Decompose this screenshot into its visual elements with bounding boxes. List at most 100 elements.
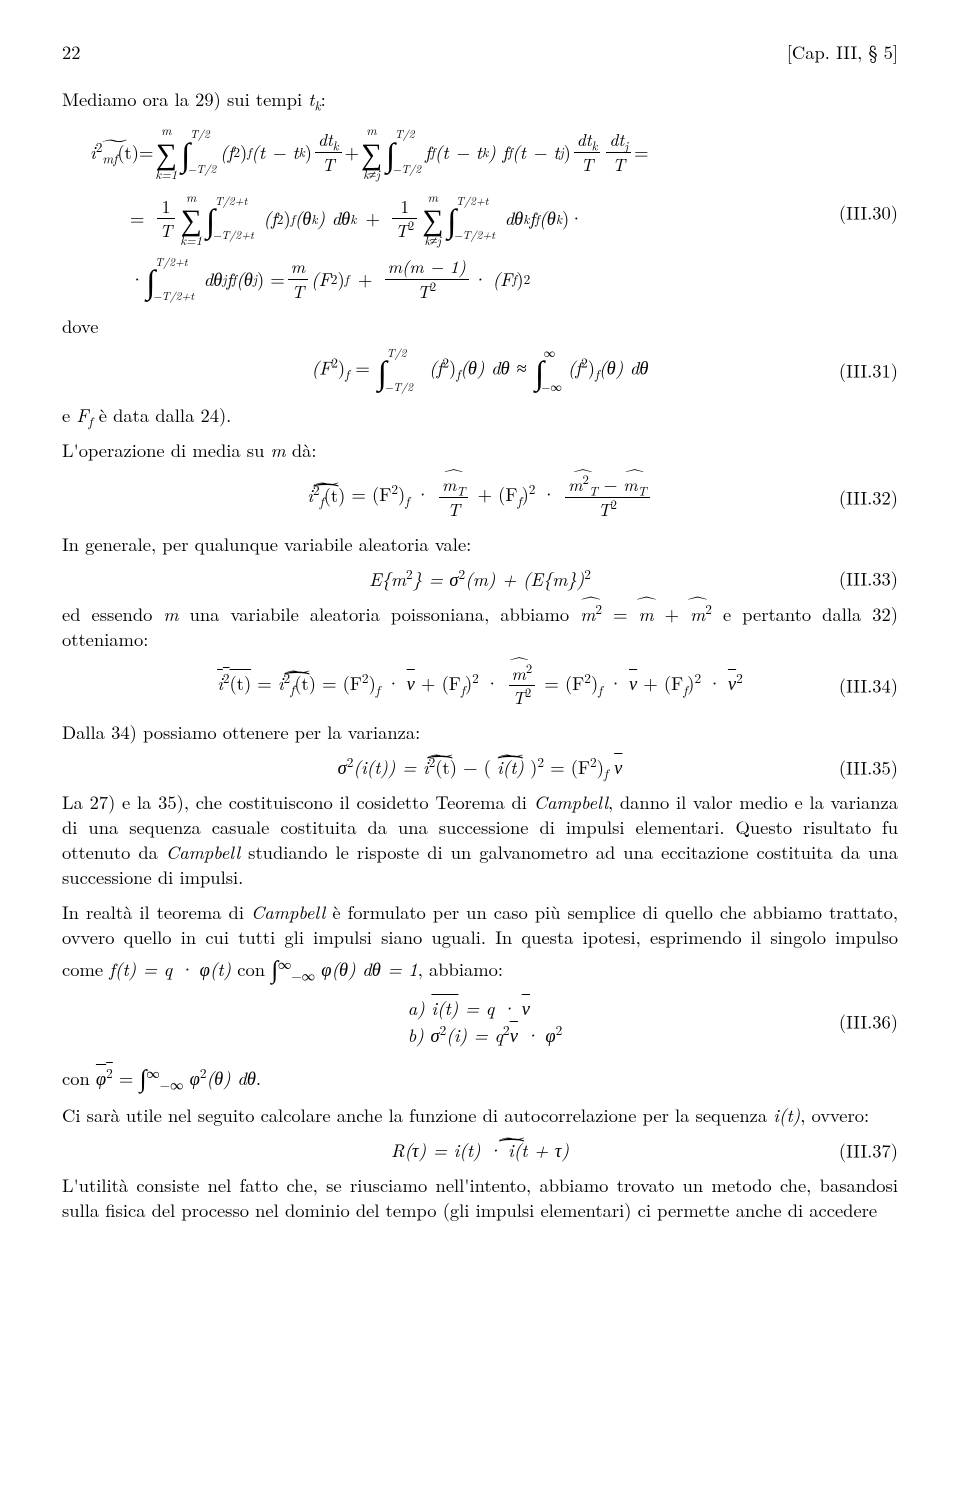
t: dà: <box>286 437 317 463</box>
t: f(t) = q · φ(t) <box>109 956 231 982</box>
t: f <box>376 680 380 699</box>
t: (t − t <box>435 140 482 165</box>
t: e <box>62 402 76 428</box>
t: ν <box>728 670 736 696</box>
t: = q · <box>458 995 521 1021</box>
t: T <box>395 218 408 243</box>
t: · <box>409 482 436 508</box>
t: ) <box>337 267 344 292</box>
t: · φ <box>518 1022 556 1048</box>
t: f <box>598 680 602 699</box>
t: mf <box>102 148 117 167</box>
eq-36: a) i(t) = q · ν b) σ2(i) = q2ν · φ2 (III… <box>62 994 898 1050</box>
t: = (F <box>544 670 584 696</box>
t: k≠j <box>422 232 443 249</box>
campbell-para: La 27) e la 35), che costituiscono il co… <box>62 790 898 890</box>
eq-32: i2f(t) = (F2)f · mTT + (Ff)2 · m2T − mT … <box>62 473 898 521</box>
t: (f <box>264 206 277 231</box>
t: · <box>535 482 562 508</box>
t: (f <box>220 140 233 165</box>
t: T <box>638 482 647 500</box>
t: = <box>634 140 648 165</box>
t: (i) = q <box>446 1022 503 1048</box>
t: m <box>163 601 178 627</box>
eq-30: i2mf(t) = m∑k=1 ∫T/2−T/2 (f2)f(t − tk) d… <box>62 122 898 304</box>
t: · <box>130 267 144 292</box>
t: Campbell <box>166 839 240 865</box>
utility: L'utilità consiste nel fatto che, se riu… <box>62 1173 898 1223</box>
t: · <box>707 670 728 696</box>
ff-line: e Ff è data dalla 24). <box>62 403 898 428</box>
t: (t) <box>117 139 139 165</box>
t: T/2+t <box>456 194 489 209</box>
t: } = σ <box>413 566 459 592</box>
t: k≠j <box>361 166 382 183</box>
t: (t − t <box>512 140 559 165</box>
t: · <box>386 670 407 696</box>
t: −∞ <box>160 1075 184 1094</box>
t: + <box>366 206 380 231</box>
t: = <box>119 1065 140 1091</box>
t: ) <box>588 355 595 381</box>
t: ν <box>522 995 530 1021</box>
t: i(t + τ) <box>508 1137 569 1163</box>
t: . <box>256 1065 261 1091</box>
t: φ <box>190 1065 200 1091</box>
t: dθ <box>204 267 223 292</box>
t: −∞ <box>541 380 561 395</box>
t: · (F <box>472 267 512 292</box>
eq-tag: (III.31) <box>839 358 898 383</box>
t: ν <box>629 670 637 696</box>
t: è data dalla 24). <box>93 402 232 428</box>
page-header: 22 [Cap. III, § 5] <box>62 40 898 65</box>
eq-tag: (III.35) <box>839 755 898 780</box>
t: σ <box>338 754 347 780</box>
eq-tag: (III.33) <box>839 567 898 592</box>
t: −∞ <box>291 966 315 985</box>
t: L'operazione di media su <box>62 437 271 463</box>
t: m <box>623 472 637 497</box>
t: i(t) <box>497 754 524 780</box>
eq-tag: (III.30) <box>839 200 898 225</box>
t: + (F <box>421 670 461 696</box>
t: (t) <box>324 482 346 508</box>
t: ) dθ <box>318 206 351 231</box>
t: T/2 <box>395 127 415 142</box>
t: (m) + (E{m}) <box>465 566 584 592</box>
t: (F <box>312 355 332 381</box>
t: T <box>456 482 465 500</box>
t: T <box>512 685 525 710</box>
t: ∞ <box>146 1063 159 1082</box>
t: con <box>231 956 271 982</box>
t: T/2 <box>190 127 210 142</box>
eq-35: σ2(i(t)) = i2(t) − ( i(t) )2 = (F2)f ν (… <box>62 755 898 780</box>
t: T <box>574 153 601 177</box>
phi2-line: con φ2 = ∫∞−∞ φ2(θ) dθ. <box>62 1059 898 1093</box>
t: φ(θ) dθ = 1 <box>321 956 418 982</box>
t: i(t) <box>431 995 458 1021</box>
t: La 27) e la 35), che costituiscono il co… <box>62 789 534 815</box>
t: m <box>271 437 286 463</box>
t: ∞ <box>544 346 555 361</box>
t: In realtà il teorema di <box>62 899 251 925</box>
t: m <box>568 472 582 497</box>
t: ν <box>614 754 622 780</box>
eq-34: i2(t) = i2f(t) = (F2)f · ν + (Ff)2 · m2T… <box>62 662 898 710</box>
t: m <box>639 601 654 627</box>
t: −T/2 <box>188 162 217 177</box>
t: (θ) dθ <box>207 1065 256 1091</box>
intro-line: Mediamo ora la 29) sui tempi tk: <box>62 87 898 112</box>
t: (t) <box>435 754 457 780</box>
eq-tag: (III.32) <box>839 485 898 510</box>
t: dθ <box>505 206 524 231</box>
t: : <box>321 86 326 112</box>
t: ) <box>338 355 345 381</box>
t: dt <box>318 127 333 152</box>
t: (θ) dθ <box>599 355 648 381</box>
p-gen: In generale, per qualunque variabile ale… <box>62 532 898 557</box>
t: −T/2+t <box>212 228 253 243</box>
t: Campbell <box>534 789 608 815</box>
t: ∞ <box>278 954 291 973</box>
t: −T/2+t <box>153 289 194 304</box>
t: = <box>349 355 376 381</box>
